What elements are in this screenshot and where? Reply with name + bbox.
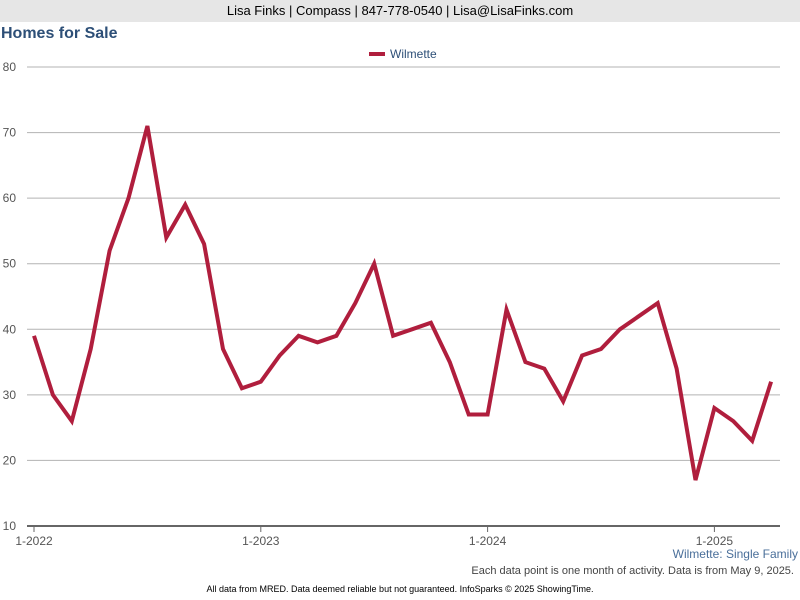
- y-tick-label: 10: [3, 519, 17, 533]
- data-note: Each data point is one month of activity…: [471, 565, 794, 577]
- agent-contact: Lisa Finks | Compass | 847-778-0540 | Li…: [226, 3, 574, 18]
- series-line-wilmette: [32, 125, 774, 481]
- x-tick-label: 1-2024: [469, 534, 507, 548]
- y-tick-label: 80: [3, 60, 17, 74]
- y-tick-label: 50: [3, 257, 17, 271]
- legend-label: Wilmette: [390, 47, 437, 61]
- chart-subtitle: Wilmette: Single Family: [672, 547, 798, 561]
- y-tick-label: 20: [3, 453, 17, 467]
- chart-title: Homes for Sale: [1, 25, 118, 42]
- y-tick-label: 70: [3, 126, 17, 140]
- y-tick-label: 40: [3, 322, 17, 336]
- y-tick-label: 60: [3, 191, 17, 205]
- y-tick-label: 30: [3, 388, 17, 402]
- footer-disclaimer: All data from MRED. Data deemed reliable…: [206, 584, 594, 594]
- x-tick-label: 1-2022: [15, 534, 53, 548]
- header-bar: Lisa Finks | Compass | 847-778-0540 | Li…: [0, 0, 800, 22]
- x-tick-label: 1-2025: [696, 534, 734, 548]
- x-tick-label: 1-2023: [242, 534, 280, 548]
